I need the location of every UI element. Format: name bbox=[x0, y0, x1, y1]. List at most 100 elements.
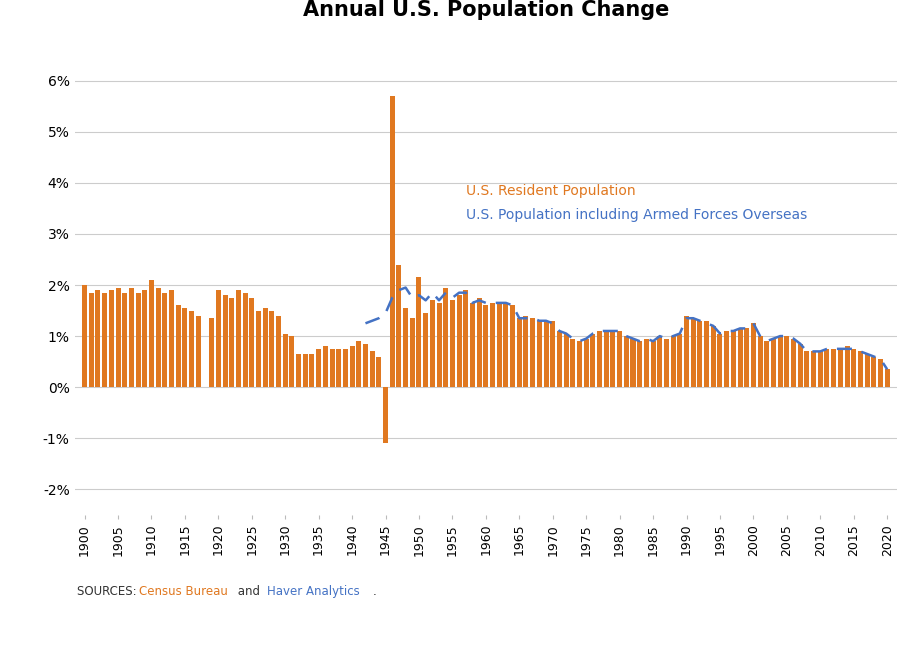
Bar bbox=[496, 303, 502, 387]
Bar bbox=[530, 318, 535, 387]
Bar bbox=[818, 351, 823, 387]
Bar bbox=[764, 341, 769, 387]
Bar bbox=[611, 331, 615, 387]
Bar bbox=[557, 331, 562, 387]
Bar bbox=[303, 354, 308, 387]
Text: U.S. Population including Armed Forces Overseas: U.S. Population including Armed Forces O… bbox=[465, 207, 807, 222]
Bar bbox=[316, 349, 321, 387]
Bar bbox=[424, 313, 428, 387]
Bar bbox=[296, 354, 301, 387]
Bar bbox=[444, 288, 448, 387]
Bar bbox=[811, 351, 816, 387]
Bar bbox=[838, 349, 843, 387]
Bar bbox=[784, 336, 789, 387]
Bar bbox=[791, 339, 796, 387]
Bar bbox=[597, 331, 602, 387]
Bar bbox=[236, 290, 241, 387]
Bar bbox=[744, 329, 749, 387]
Bar bbox=[82, 285, 87, 387]
Bar bbox=[617, 331, 622, 387]
Bar bbox=[356, 341, 361, 387]
Bar bbox=[851, 349, 856, 387]
Bar bbox=[309, 354, 315, 387]
Bar bbox=[476, 298, 482, 387]
Bar bbox=[731, 331, 735, 387]
Bar bbox=[604, 331, 609, 387]
Bar bbox=[631, 339, 635, 387]
Bar bbox=[777, 336, 783, 387]
Bar bbox=[651, 341, 655, 387]
Bar bbox=[804, 351, 809, 387]
Bar bbox=[544, 321, 548, 387]
Bar bbox=[664, 339, 669, 387]
Bar bbox=[517, 318, 522, 387]
Bar bbox=[450, 300, 454, 387]
Bar bbox=[343, 349, 348, 387]
Bar bbox=[163, 292, 167, 387]
Bar bbox=[135, 292, 141, 387]
Bar bbox=[122, 292, 127, 387]
Bar bbox=[363, 344, 368, 387]
Bar bbox=[276, 315, 281, 387]
Bar bbox=[269, 311, 275, 387]
Bar bbox=[577, 341, 582, 387]
Bar bbox=[798, 344, 803, 387]
Bar bbox=[590, 333, 595, 387]
Bar bbox=[430, 300, 435, 387]
Text: and: and bbox=[234, 585, 264, 598]
Bar bbox=[504, 303, 508, 387]
Bar bbox=[403, 308, 408, 387]
Bar bbox=[416, 277, 422, 387]
Bar bbox=[824, 349, 830, 387]
Text: Census Bureau: Census Bureau bbox=[139, 585, 228, 598]
Bar bbox=[490, 303, 495, 387]
Bar bbox=[215, 290, 221, 387]
Bar bbox=[871, 356, 876, 387]
Text: .: . bbox=[373, 585, 376, 598]
Bar bbox=[637, 341, 642, 387]
Bar bbox=[243, 292, 247, 387]
Bar bbox=[704, 321, 709, 387]
Bar bbox=[209, 318, 215, 387]
Bar bbox=[844, 346, 850, 387]
Bar bbox=[724, 331, 729, 387]
Title: Annual U.S. Population Change: Annual U.S. Population Change bbox=[303, 0, 669, 20]
Bar bbox=[109, 290, 114, 387]
Bar bbox=[537, 321, 542, 387]
Bar bbox=[677, 333, 683, 387]
Text: U.S. Resident Population: U.S. Resident Population bbox=[465, 183, 635, 197]
Bar bbox=[737, 329, 743, 387]
Bar bbox=[831, 349, 836, 387]
Bar bbox=[671, 336, 675, 387]
Bar bbox=[183, 308, 187, 387]
Bar bbox=[684, 315, 689, 387]
Bar bbox=[263, 308, 267, 387]
Bar bbox=[436, 303, 442, 387]
Bar bbox=[229, 298, 235, 387]
Bar bbox=[550, 321, 555, 387]
Bar bbox=[102, 292, 107, 387]
Bar bbox=[175, 306, 181, 387]
Bar bbox=[484, 306, 488, 387]
Bar bbox=[195, 315, 201, 387]
Bar bbox=[717, 333, 723, 387]
Bar bbox=[289, 336, 295, 387]
Bar bbox=[878, 359, 883, 387]
Bar bbox=[711, 326, 715, 387]
Bar bbox=[691, 318, 695, 387]
Text: St. Louis: St. Louis bbox=[185, 626, 248, 640]
Bar bbox=[864, 354, 870, 387]
Text: of: of bbox=[172, 626, 185, 640]
Bar bbox=[624, 336, 629, 387]
Bar bbox=[383, 387, 388, 444]
Bar bbox=[155, 288, 161, 387]
Bar bbox=[350, 346, 355, 387]
Bar bbox=[410, 318, 415, 387]
Bar bbox=[283, 333, 288, 387]
Bar bbox=[336, 349, 341, 387]
Bar bbox=[89, 292, 94, 387]
Bar bbox=[464, 290, 468, 387]
Text: SOURCES:: SOURCES: bbox=[77, 585, 141, 598]
Bar bbox=[223, 295, 227, 387]
Bar bbox=[644, 339, 649, 387]
